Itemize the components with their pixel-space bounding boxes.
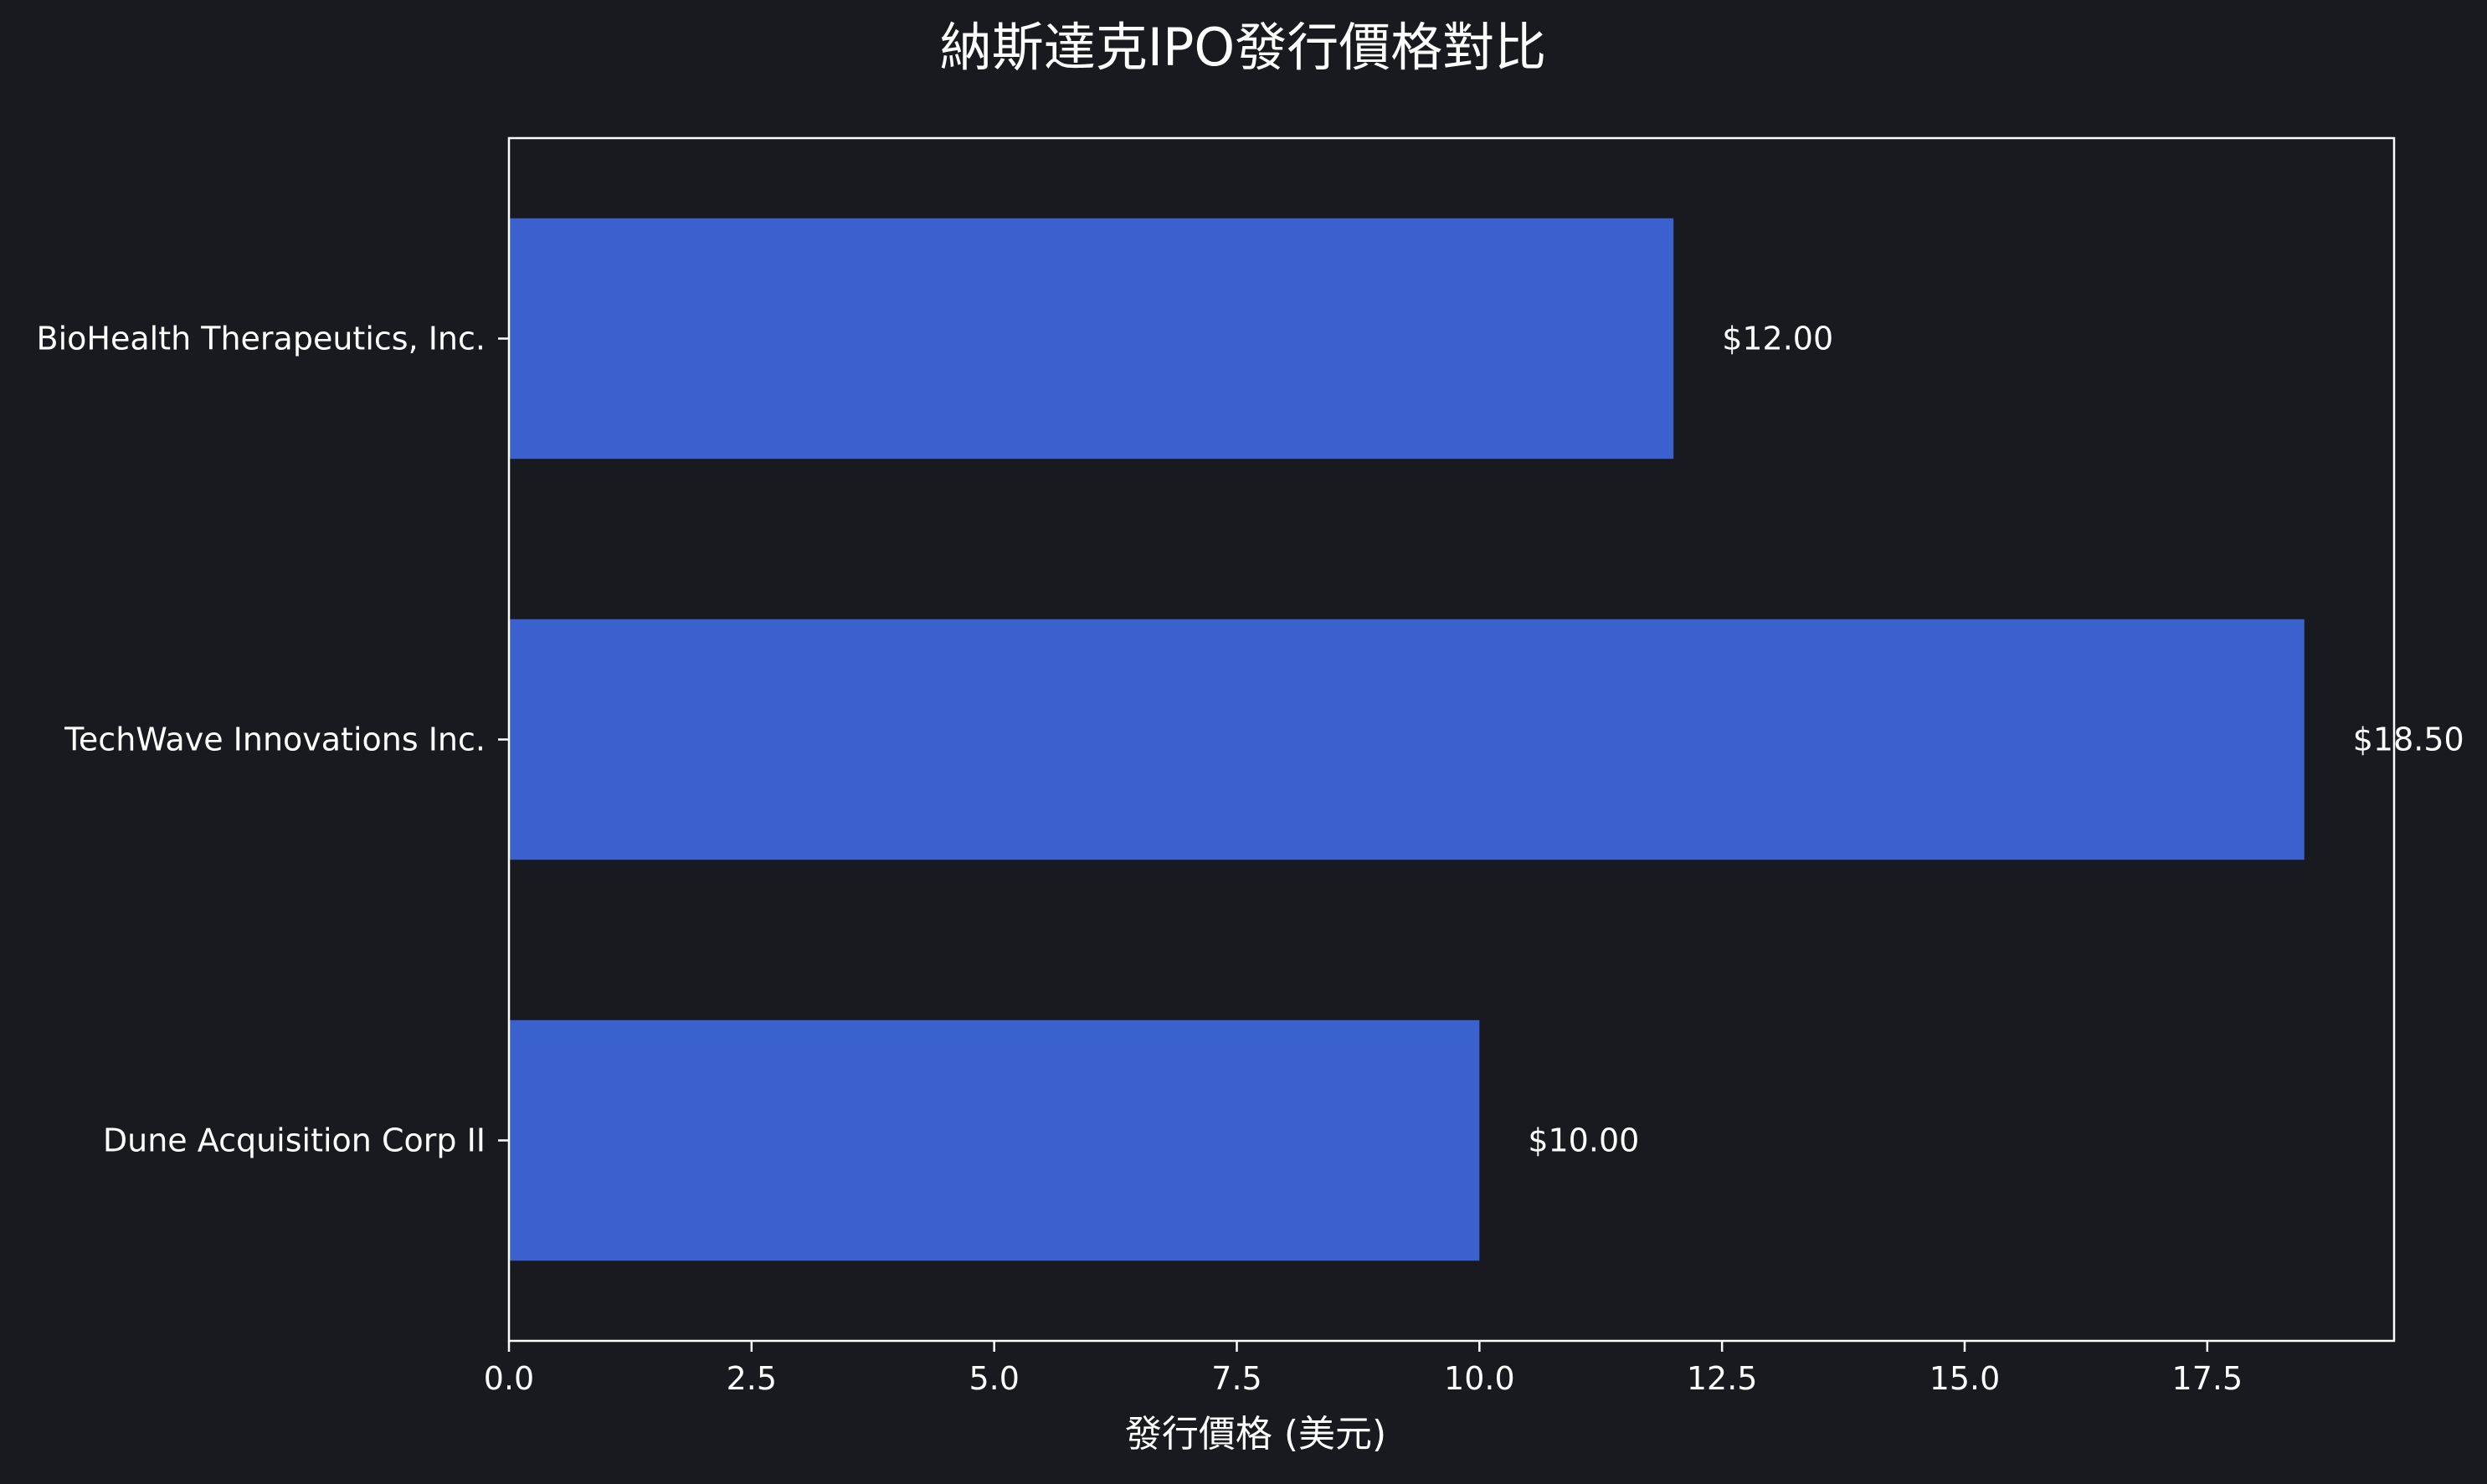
bar-0: [509, 218, 1674, 460]
value-label-0: $12.00: [1722, 321, 1833, 357]
plot-frame: [507, 136, 2396, 1343]
category-label-0: BioHealth Therapeutics, Inc.: [37, 321, 486, 357]
value-label-1: $18.50: [2353, 721, 2464, 758]
x-tick-label-2: 5.0: [969, 1360, 1019, 1397]
x-tick-label-4: 10.0: [1444, 1360, 1515, 1397]
bar-2: [509, 1019, 1480, 1261]
category-label-1: TechWave Innovations Inc.: [64, 721, 486, 758]
plot-area: $12.00 BioHealth Therapeutics, Inc. $18.50…: [37, 136, 2464, 1397]
x-tick-label-5: 12.5: [1687, 1360, 1758, 1397]
x-tick-label-3: 7.5: [1211, 1360, 1261, 1397]
chart-title: 納斯達克IPO發行價格對比: [940, 17, 1546, 78]
x-tick-label-7: 17.5: [2172, 1360, 2243, 1397]
category-label-2: Dune Acquisition Corp II: [103, 1122, 486, 1159]
x-axis-title: 發行價格 (美元): [1125, 1413, 1386, 1456]
x-tick-label-0: 0.0: [484, 1360, 534, 1397]
x-tick-label-1: 2.5: [727, 1360, 777, 1397]
bar-1: [509, 619, 2305, 860]
value-label-2: $10.00: [1528, 1122, 1639, 1159]
x-tick-label-6: 15.0: [1929, 1360, 2001, 1397]
